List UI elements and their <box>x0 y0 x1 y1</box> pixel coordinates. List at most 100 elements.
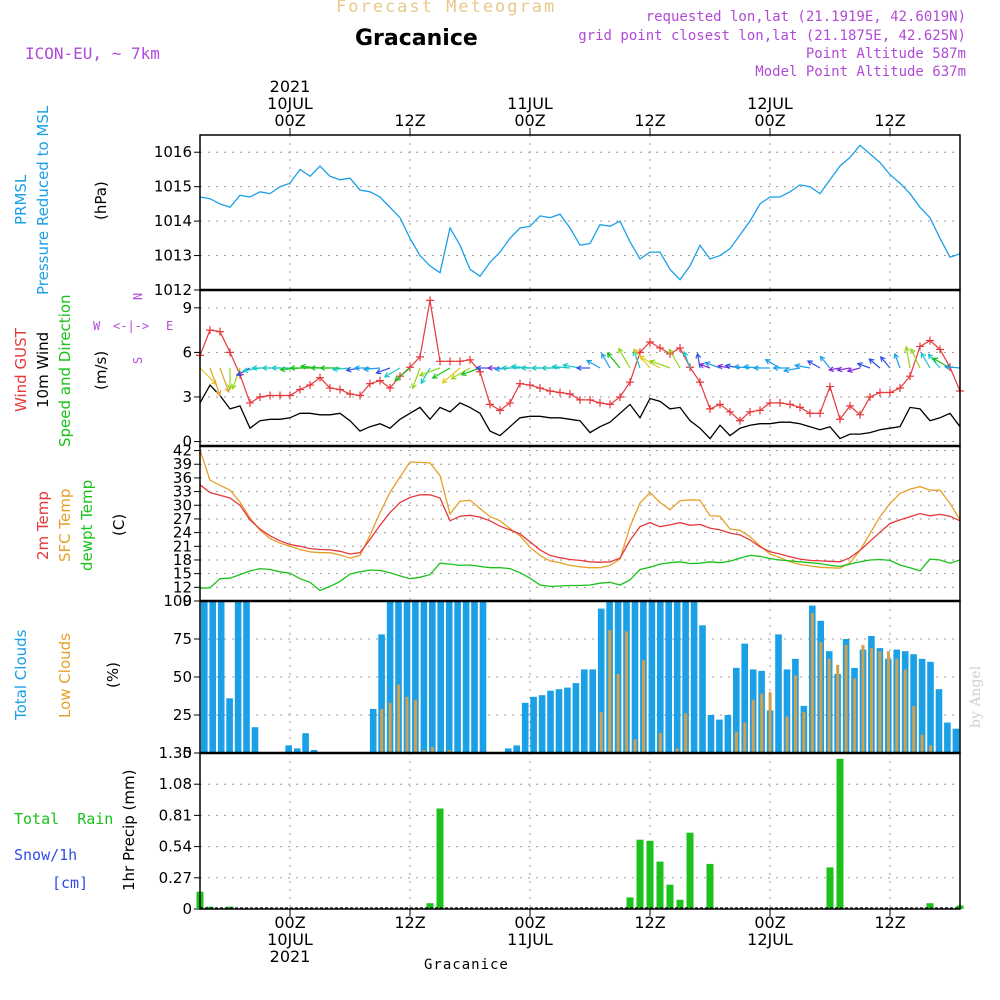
total-cloud-bar <box>572 683 580 753</box>
wind-arrow-head <box>846 367 853 373</box>
time-label: 00Z 11JUL <box>485 914 575 948</box>
gust-marker <box>486 400 494 409</box>
gust-marker <box>316 373 324 382</box>
wind-arrow-head <box>772 365 779 371</box>
low-cloud-bar <box>430 746 434 753</box>
gust-marker <box>726 407 734 416</box>
gust-marker <box>576 395 584 404</box>
total-cloud-bar <box>699 625 706 753</box>
wind-arrow-head <box>319 365 326 371</box>
wind-arrow-head <box>309 365 316 371</box>
wind-arrow-head <box>475 365 482 371</box>
location-title: Gracanice <box>355 26 478 51</box>
time-label: 00Z 12JUL <box>725 914 815 948</box>
gust-marker <box>436 357 444 366</box>
total-cloud-bar <box>657 601 664 753</box>
time-label-line: 00Z <box>274 913 306 932</box>
compass-w: W <box>93 319 101 333</box>
ytick-label: 1.35 <box>159 744 192 762</box>
wind-arrow-head <box>716 363 724 370</box>
panel-background <box>200 753 960 909</box>
wind-arrow <box>894 353 901 369</box>
panel-wind: 0 3 6 9 <box>182 290 960 451</box>
wind-arrow-head <box>353 365 360 371</box>
low-cloud-bar <box>760 693 764 753</box>
gust-marker <box>756 406 764 415</box>
low-cloud-bar <box>633 739 637 753</box>
ytick-label: 3 <box>182 388 192 406</box>
time-label-line: 12Z <box>394 913 426 932</box>
low-cloud-bar <box>870 648 873 753</box>
ytick-label: 1013 <box>154 247 192 265</box>
pressure-line <box>199 144 961 281</box>
wind-arrow-head <box>500 365 507 371</box>
product-title: Forecast Meteogram <box>336 0 557 17</box>
low-cloud-bar <box>903 669 907 753</box>
total-cloud-bar <box>538 695 546 753</box>
total-cloud-bar <box>682 601 689 753</box>
precip-side-label: Snow/1h <box>14 846 78 864</box>
ytick-label: 9 <box>182 592 192 610</box>
ytick-label: 33 <box>173 483 192 501</box>
model-altitude: Model Point Altitude 637m <box>755 64 966 80</box>
wind-arrow <box>441 367 461 384</box>
gust-marker <box>506 398 514 407</box>
total-cloud-bar <box>243 601 250 753</box>
gust-marker <box>586 395 594 404</box>
wind-arrow-head <box>606 352 613 359</box>
total-cloud-bar <box>597 608 605 753</box>
time-label-line: 12JUL <box>747 94 793 113</box>
wind-arrow-head <box>638 355 645 361</box>
total-cloud-bar <box>378 634 385 753</box>
wind-arrow <box>920 352 931 369</box>
total-cloud-bar <box>555 689 563 753</box>
wind-arrow-head <box>752 365 759 371</box>
wind-arrow-head <box>649 359 656 365</box>
ytick-label: 0 <box>182 900 192 918</box>
wind-arrow <box>905 346 911 369</box>
low-cloud-bar <box>658 733 662 753</box>
total-cloud-bar <box>530 696 537 753</box>
wind-arrow <box>765 359 781 369</box>
gust-marker <box>936 345 944 354</box>
wind-arrow <box>650 360 671 369</box>
wind-arrow-head <box>782 367 790 373</box>
wind-arrow-head <box>819 355 826 362</box>
ytick-label: 9 <box>182 299 192 317</box>
total-cloud-bar <box>716 719 723 753</box>
gust-marker <box>806 409 814 418</box>
gust-marker <box>696 378 704 387</box>
wind-arrow-head <box>270 365 277 371</box>
total-cloud-bar <box>302 733 309 753</box>
wind-arrow-head <box>724 363 731 370</box>
time-label-line: 10JUL <box>267 930 313 949</box>
gust-marker <box>646 338 654 346</box>
wind-arrow <box>784 367 801 372</box>
gust-marker <box>596 398 604 407</box>
gust-marker <box>366 379 374 388</box>
gust-marker <box>676 343 684 352</box>
wind-arrow-head <box>793 363 801 369</box>
wind-arrow-head <box>601 352 607 359</box>
time-label-line: 11JUL <box>507 930 553 949</box>
ytick-label: 21 <box>173 537 192 555</box>
gust-marker <box>466 355 474 364</box>
wind-arrow-head <box>632 349 638 357</box>
panel-clouds: 0 25 50 75 100 <box>163 592 960 762</box>
panel-background <box>200 135 960 290</box>
gust-marker <box>836 415 844 424</box>
wind-arrow-head <box>868 358 875 364</box>
wind-arrow-head <box>806 360 813 366</box>
gust-marker <box>266 391 274 400</box>
gust-marker <box>516 379 524 388</box>
gridpoint-coords: grid point closest lon,lat (21.1875E, 42… <box>578 28 966 44</box>
time-label: 12Z <box>365 112 455 129</box>
low-cloud-bar <box>616 674 620 753</box>
wind-arrow <box>364 367 381 370</box>
gust-marker <box>276 391 284 400</box>
wind-arrow <box>837 367 851 371</box>
wind-arrow <box>699 363 711 369</box>
gust-marker <box>786 400 794 409</box>
wind-arrow-head <box>633 348 640 355</box>
rain-bar <box>706 863 714 909</box>
